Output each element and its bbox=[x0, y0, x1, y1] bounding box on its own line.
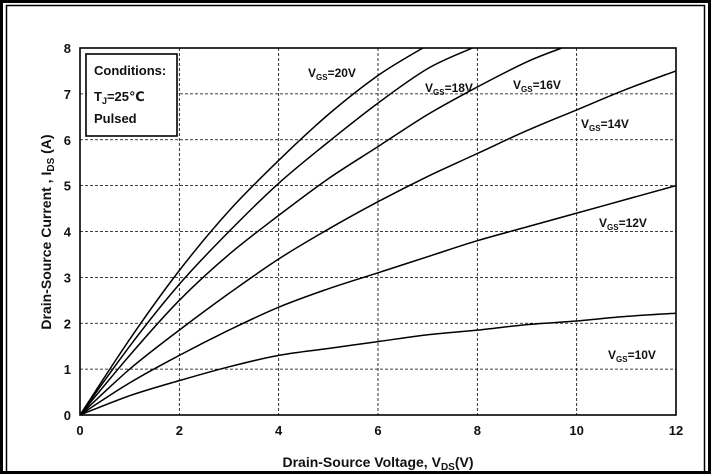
series-group bbox=[79, 47, 677, 416]
y-axis-label: Drain-Source Current , IDS (A) bbox=[38, 134, 57, 329]
y-tick-label: 5 bbox=[64, 179, 71, 194]
series-labels: VGS=20V VGS=18V VGS=16V VGS=14V VGS=12V … bbox=[308, 66, 656, 364]
conditions-mode: Pulsed bbox=[94, 111, 137, 126]
series-line-vgs18v bbox=[79, 47, 473, 416]
y-tick-label: 3 bbox=[64, 270, 71, 285]
series-label-vgs20: VGS=20V bbox=[308, 66, 356, 82]
y-tick-label: 4 bbox=[64, 225, 72, 240]
y-tick-label: 7 bbox=[64, 87, 71, 102]
series-label-vgs12: VGS=12V bbox=[599, 216, 647, 232]
y-tick-label: 8 bbox=[64, 41, 71, 56]
x-tick-label: 2 bbox=[176, 423, 183, 438]
x-tick-label: 12 bbox=[669, 423, 683, 438]
x-tick-label: 8 bbox=[474, 423, 481, 438]
series-line-vgs12v bbox=[79, 184, 677, 416]
series-label-vgs10: VGS=10V bbox=[608, 348, 656, 364]
series-label-vgs14: VGS=14V bbox=[581, 117, 629, 133]
series-line-vgs10v bbox=[79, 312, 677, 416]
conditions-box: Conditions: TJ=25℃ Pulsed bbox=[85, 53, 178, 137]
y-tick-label: 1 bbox=[64, 362, 71, 377]
series-line-vgs14v bbox=[79, 70, 677, 416]
x-tick-label: 4 bbox=[275, 423, 283, 438]
conditions-box-border bbox=[85, 53, 178, 137]
plot-border bbox=[79, 47, 677, 416]
x-tick-label: 0 bbox=[76, 423, 83, 438]
conditions-temperature: TJ=25℃ bbox=[94, 89, 145, 106]
y-tick-label: 0 bbox=[64, 408, 71, 423]
y-tick-label: 2 bbox=[64, 316, 71, 331]
conditions-title: Conditions: bbox=[94, 63, 166, 78]
y-tick-label: 6 bbox=[64, 133, 71, 148]
x-tick-label: 6 bbox=[374, 423, 381, 438]
inner-border bbox=[5, 4, 706, 474]
series-label-vgs16: VGS=16V bbox=[513, 78, 561, 94]
x-axis-label: Drain-Source Voltage, VDS(V) bbox=[282, 454, 473, 473]
series-line-vgs20v bbox=[79, 47, 424, 416]
series-label-vgs18: VGS=18V bbox=[425, 81, 473, 97]
series-line-vgs16v bbox=[79, 47, 563, 416]
x-tick-label: 10 bbox=[569, 423, 583, 438]
